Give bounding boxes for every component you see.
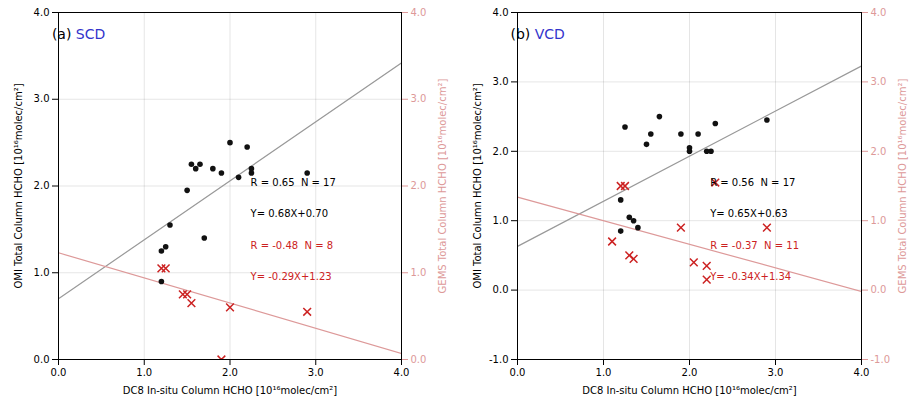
svg-text:3.0: 3.0 xyxy=(411,93,427,104)
svg-text:4.0: 4.0 xyxy=(871,7,887,18)
svg-text:4.0: 4.0 xyxy=(854,367,870,378)
svg-text:1.0: 1.0 xyxy=(596,367,612,378)
svg-text:(b) VCD: (b) VCD xyxy=(510,27,564,43)
svg-text:3.0: 3.0 xyxy=(493,76,509,87)
svg-text:Y= -0.34X+1.34: Y= -0.34X+1.34 xyxy=(709,271,791,282)
svg-text:0.0: 0.0 xyxy=(871,284,887,295)
svg-text:R = -0.48 N = 8: R = -0.48 N = 8 xyxy=(251,240,334,251)
svg-text:2.0: 2.0 xyxy=(493,146,509,157)
svg-text:R = -0.37 N = 11: R = -0.37 N = 11 xyxy=(710,240,799,251)
svg-text:2.0: 2.0 xyxy=(682,367,698,378)
svg-text:1.0: 1.0 xyxy=(34,267,50,278)
svg-text:Y= 0.68X+0.70: Y= 0.68X+0.70 xyxy=(250,208,328,219)
svg-text:3.0: 3.0 xyxy=(871,76,887,87)
svg-text:R = 0.65 N = 17: R = 0.65 N = 17 xyxy=(251,177,336,188)
svg-text:1.0: 1.0 xyxy=(411,267,427,278)
svg-text:OMI Total Column HCHO [10¹⁶mol: OMI Total Column HCHO [10¹⁶molec/cm²] xyxy=(13,83,24,288)
svg-text:2.0: 2.0 xyxy=(871,146,887,157)
svg-text:2.0: 2.0 xyxy=(34,180,50,191)
svg-text:OMI Total Column HCHO [10¹⁶mol: OMI Total Column HCHO [10¹⁶molec/cm²] xyxy=(472,83,483,288)
svg-text:GEMS Total Column HCHO [10¹⁶mo: GEMS Total Column HCHO [10¹⁶molec/cm²] xyxy=(897,79,908,294)
svg-text:0.0: 0.0 xyxy=(510,367,526,378)
svg-text:0.0: 0.0 xyxy=(51,367,67,378)
svg-text:GEMS Total Column HCHO [10¹⁶mo: GEMS Total Column HCHO [10¹⁶molec/cm²] xyxy=(437,79,448,294)
svg-text:4.0: 4.0 xyxy=(411,7,427,18)
svg-text:1.0: 1.0 xyxy=(136,367,152,378)
svg-text:4.0: 4.0 xyxy=(34,7,50,18)
svg-text:2.0: 2.0 xyxy=(222,367,238,378)
svg-text:0.0: 0.0 xyxy=(493,284,509,295)
svg-text:0.0: 0.0 xyxy=(411,354,427,365)
svg-text:Y= -0.29X+1.23: Y= -0.29X+1.23 xyxy=(250,271,332,282)
svg-text:-1.0: -1.0 xyxy=(871,354,891,365)
svg-text:1.0: 1.0 xyxy=(871,215,887,226)
svg-text:R = 0.56 N = 17: R = 0.56 N = 17 xyxy=(710,177,795,188)
svg-text:2.0: 2.0 xyxy=(411,180,427,191)
svg-text:DC8 In-situ Column HCHO [10¹⁶m: DC8 In-situ Column HCHO [10¹⁶molec/cm²] xyxy=(582,385,797,396)
svg-text:-1.0: -1.0 xyxy=(489,354,509,365)
svg-text:0.0: 0.0 xyxy=(34,354,50,365)
svg-text:DC8 In-situ Column HCHO [10¹⁶m: DC8 In-situ Column HCHO [10¹⁶molec/cm²] xyxy=(123,385,338,396)
svg-text:4.0: 4.0 xyxy=(493,7,509,18)
svg-text:3.0: 3.0 xyxy=(768,367,784,378)
svg-text:Y= 0.65X+0.63: Y= 0.65X+0.63 xyxy=(709,208,787,219)
svg-text:4.0: 4.0 xyxy=(394,367,410,378)
svg-text:3.0: 3.0 xyxy=(34,93,50,104)
svg-text:3.0: 3.0 xyxy=(308,367,324,378)
svg-text:(a) SCD: (a) SCD xyxy=(52,27,105,43)
svg-text:1.0: 1.0 xyxy=(493,215,509,226)
